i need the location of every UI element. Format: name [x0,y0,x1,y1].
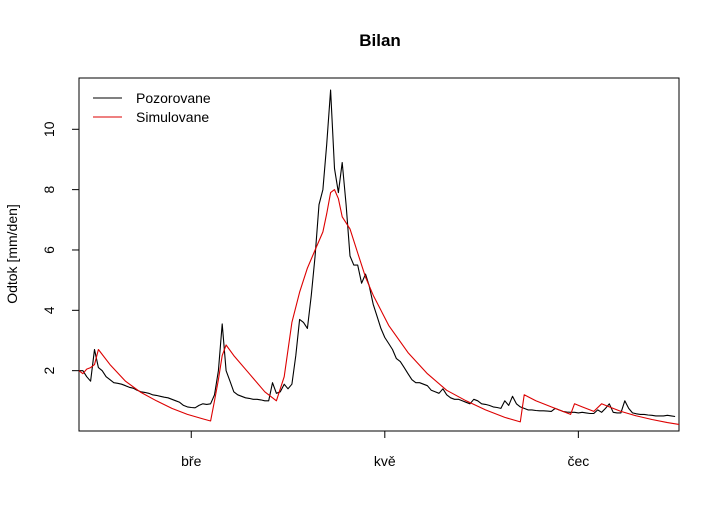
series-layer [78,89,680,425]
x-tick-label: bře [181,453,201,469]
y-tick-label: 6 [41,246,57,254]
x-axis: bře kvě čec [181,431,589,469]
plot-frame [78,77,680,432]
x-tick-label: čec [567,453,589,469]
x-tick-label: kvě [374,453,396,469]
legend: Pozorovane Simulovane [93,90,211,125]
y-axis: 2 4 6 8 10 [41,121,79,375]
legend-label: Pozorovane [136,90,211,106]
y-tick-label: 10 [41,121,57,137]
y-tick-label: 4 [41,306,57,314]
legend-label: Simulovane [136,109,209,125]
chart-title: Bilan [359,31,401,50]
y-axis-label: Odtok [mm/den] [4,204,20,304]
series-line-pozorovane [79,89,676,418]
y-tick-label: 2 [41,367,57,375]
series-line-simulovane [78,189,680,425]
y-tick-label: 8 [41,186,57,194]
